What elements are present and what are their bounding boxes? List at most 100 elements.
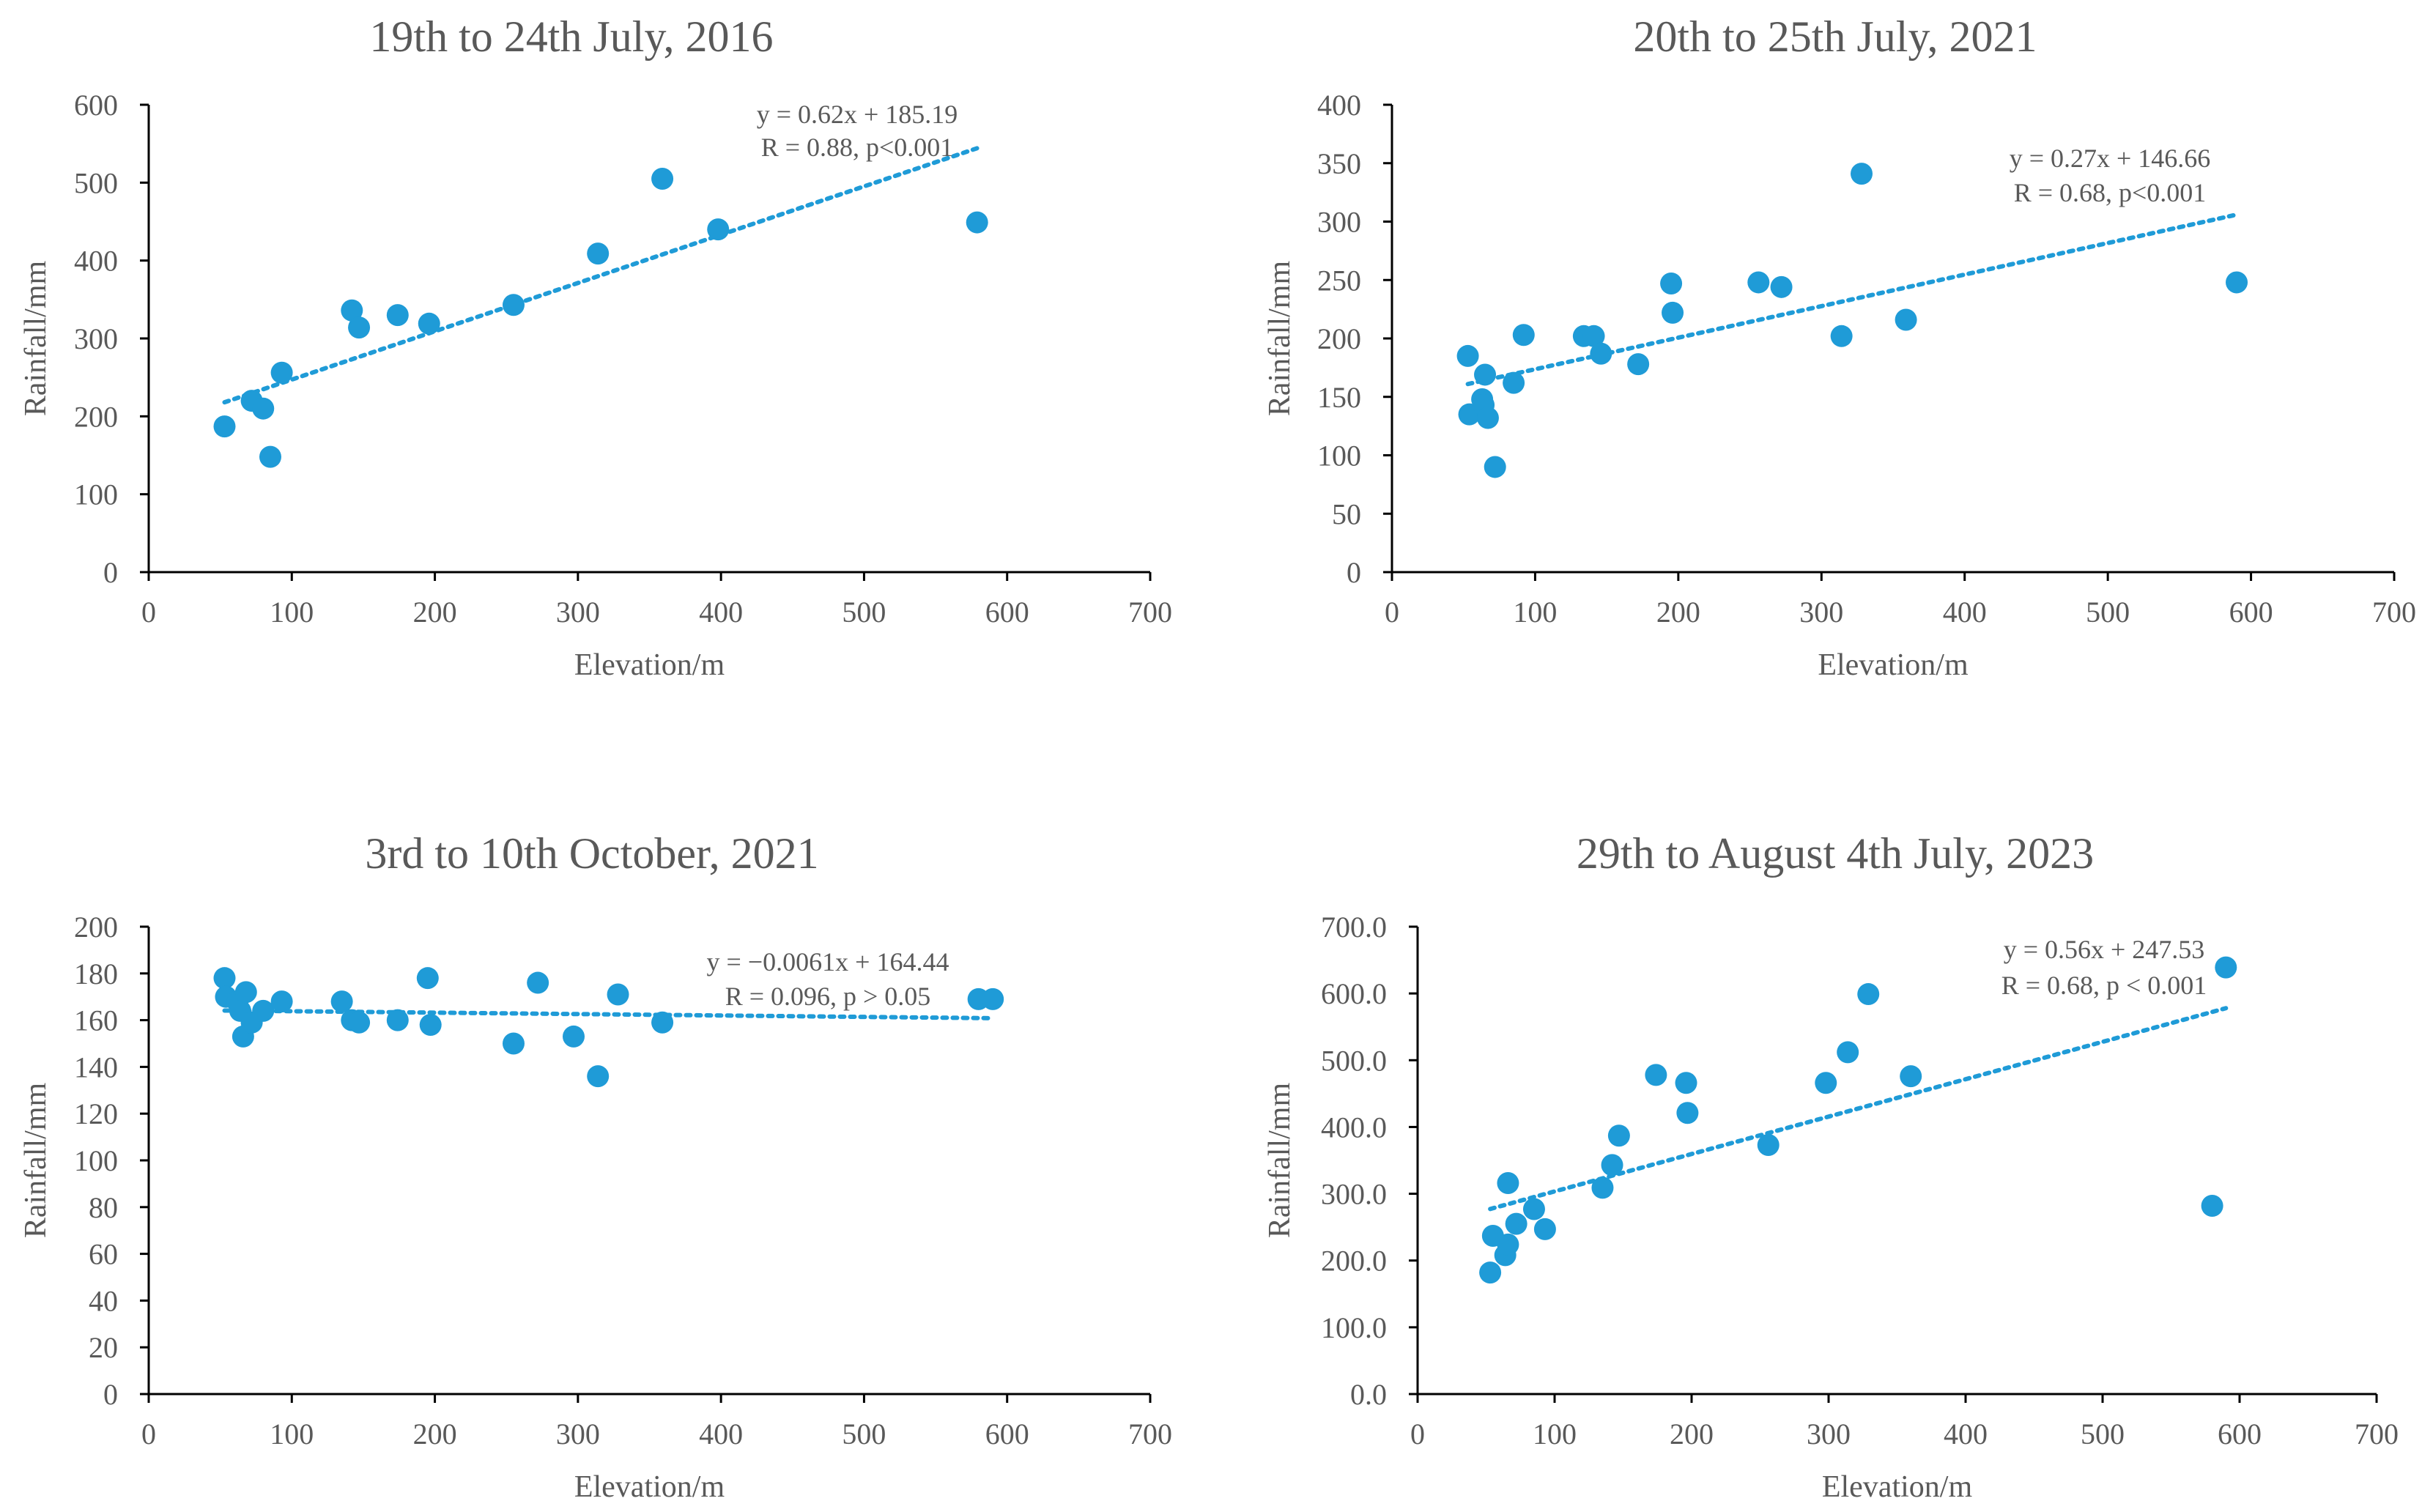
x-tick-label: 400: [699, 596, 743, 629]
data-point: [1837, 1041, 1859, 1064]
y-tick-label: 350: [1317, 147, 1361, 180]
chart-title: 29th to August 4th July, 2023: [1577, 829, 2094, 878]
y-tick-label: 100: [74, 1144, 118, 1177]
y-tick-label: 250: [1317, 264, 1361, 297]
data-point: [252, 999, 275, 1022]
data-point: [341, 299, 363, 322]
y-tick-label: 400: [1317, 89, 1361, 122]
data-point: [2201, 1194, 2223, 1217]
x-tick-label: 100: [270, 596, 314, 629]
x-tick-label: 300: [556, 1418, 600, 1450]
x-tick-label: 400: [1944, 1418, 1988, 1450]
data-point: [386, 304, 409, 327]
y-tick-label: 40: [89, 1284, 118, 1317]
data-point: [270, 990, 293, 1013]
data-point: [1582, 325, 1605, 347]
x-axis-label: Elevation/m: [1818, 648, 1969, 682]
y-axis-label: Rainfall/mm: [19, 261, 53, 417]
y-tick-label: 400: [74, 245, 118, 278]
x-tick-label: 700: [1128, 1418, 1172, 1450]
data-point: [607, 983, 629, 1006]
y-tick-label: 500: [74, 166, 118, 199]
x-tick-label: 200: [1670, 1418, 1714, 1450]
data-point: [348, 1011, 371, 1034]
x-tick-label: 600: [985, 1418, 1029, 1450]
data-point: [330, 990, 353, 1013]
chart-title: 19th to 24th July, 2016: [369, 12, 773, 61]
x-tick-label: 700: [1128, 596, 1172, 629]
data-point: [1676, 1102, 1699, 1124]
trend-stats: R = 0.68, p<0.001: [2014, 178, 2207, 207]
x-tick-label: 100: [1533, 1418, 1577, 1450]
data-point: [416, 967, 439, 990]
trend-equation: y = 0.56x + 247.53: [2004, 935, 2205, 964]
data-point: [2226, 271, 2248, 294]
y-tick-label: 80: [89, 1191, 118, 1224]
x-tick-label: 100: [270, 1418, 314, 1450]
trend-equation: y = 0.62x + 185.19: [757, 100, 958, 129]
x-tick-label: 500: [842, 1418, 886, 1450]
y-tick-label: 140: [74, 1050, 118, 1083]
trend-stats: R = 0.68, p < 0.001: [2001, 971, 2207, 1000]
y-axis-label: Rainfall/mm: [1263, 1083, 1297, 1239]
data-point: [348, 316, 371, 339]
x-tick-label: 0: [141, 1418, 156, 1450]
y-tick-label: 160: [74, 1004, 118, 1037]
data-point: [1503, 371, 1525, 394]
x-tick-label: 700: [2355, 1418, 2399, 1450]
data-point: [419, 1013, 442, 1036]
y-tick-label: 180: [74, 957, 118, 990]
panel-rainfall-2016: 19th to 24th July, 2016 0 100 200 300 400 500 6…: [19, 12, 1172, 682]
data-point: [982, 987, 1004, 1010]
x-axis-label: Elevation/m: [574, 1470, 725, 1504]
y-tick-label: 300.0: [1321, 1178, 1387, 1211]
trend-line: [222, 146, 980, 405]
y-tick-label: 50: [1332, 497, 1361, 530]
data-point: [1474, 363, 1497, 386]
y-tick-label: 100: [1317, 440, 1361, 472]
data-point: [1770, 275, 1793, 298]
y-axis-label: Rainfall/mm: [19, 1083, 53, 1239]
data-point: [1660, 273, 1683, 295]
x-tick-label: 300: [1799, 596, 1843, 629]
data-point: [651, 1011, 674, 1034]
data-point: [386, 1009, 409, 1031]
data-point: [213, 967, 236, 990]
y-tick-label: 500.0: [1321, 1044, 1387, 1077]
data-point: [1627, 353, 1650, 376]
chart-title: 20th to 25th July, 2021: [1633, 12, 2037, 61]
data-point: [1484, 456, 1506, 478]
x-tick-label: 700: [2372, 596, 2416, 629]
data-point: [1851, 163, 1873, 185]
data-point: [1591, 1176, 1614, 1199]
y-tick-label: 100.0: [1321, 1311, 1387, 1344]
data-point: [270, 361, 293, 384]
x-tick-label: 400: [1943, 596, 1987, 629]
data-point: [1533, 1218, 1556, 1240]
y-tick-label: 700.0: [1321, 911, 1387, 944]
x-axis-label: Elevation/m: [574, 648, 725, 682]
data-point: [527, 971, 549, 994]
y-tick-label: 600.0: [1321, 977, 1387, 1010]
data-point: [1857, 983, 1880, 1006]
x-tick-label: 600: [2218, 1418, 2262, 1450]
chart-title: 3rd to 10th October, 2021: [365, 829, 818, 878]
x-tick-label: 500: [2081, 1418, 2125, 1450]
panel-rainfall-2023: 29th to August 4th July, 2023 0.0 100.0 200…: [1263, 829, 2399, 1504]
trend-stats: R = 0.88, p<0.001: [761, 133, 954, 162]
data-point: [1895, 308, 1917, 331]
data-point: [418, 312, 440, 335]
y-tick-label: 200: [74, 400, 118, 433]
data-point: [651, 168, 674, 190]
data-point: [252, 397, 275, 420]
x-tick-label: 600: [2229, 596, 2273, 629]
x-axis-label: Elevation/m: [1822, 1470, 1973, 1504]
data-point: [1747, 271, 1770, 294]
x-tick-label: 400: [699, 1418, 743, 1450]
y-tick-label: 0: [103, 1378, 118, 1411]
x-tick-label: 300: [1807, 1418, 1851, 1450]
data-point: [707, 218, 730, 241]
data-point: [259, 445, 281, 468]
y-tick-label: 0: [1347, 556, 1361, 589]
